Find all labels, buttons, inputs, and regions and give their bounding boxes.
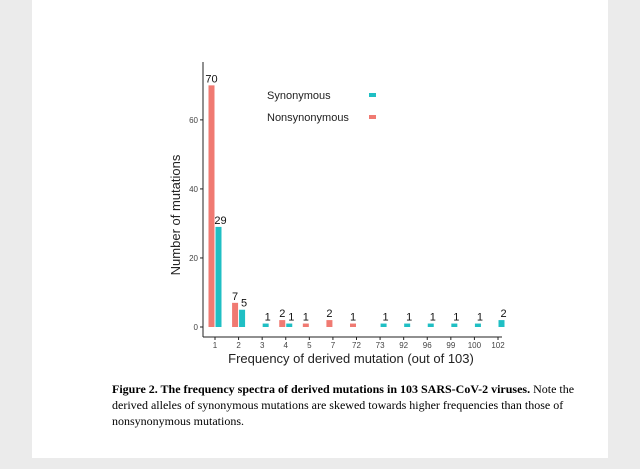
bar-synonymous: [286, 323, 293, 327]
y-tick-label: 40: [189, 185, 198, 194]
x-tick-label: 92: [399, 341, 408, 350]
bar-nonsynonymous: [208, 85, 215, 327]
bar-synonymous: [239, 309, 246, 327]
bar-synonymous: [215, 226, 222, 327]
document-page: 0 20 40 60 1 2 3 4 5 7 72 73 92 96 99 100 102 70 7 2 1 2 1 29 5…: [32, 0, 608, 469]
data-label: 70: [205, 73, 217, 85]
data-label: 1: [477, 312, 483, 324]
x-tick-label: 72: [352, 341, 361, 350]
bar-synonymous: [451, 323, 458, 327]
bar-nonsynonymous: [279, 320, 286, 327]
data-label: 2: [279, 308, 285, 320]
x-tick-label: 2: [236, 341, 241, 350]
data-label: 1: [430, 312, 436, 324]
data-label: 2: [326, 308, 332, 320]
bar-synonymous: [404, 323, 411, 327]
bar-synonymous: [474, 323, 481, 327]
caption-title: Figure 2. The frequency spectra of deriv…: [112, 382, 531, 396]
x-tick-label: 100: [468, 341, 482, 350]
x-tick-label: 7: [331, 341, 336, 350]
x-tick-label: 3: [260, 341, 265, 350]
y-axis-label: Number of mutations: [168, 154, 183, 275]
bar-nonsynonymous: [326, 320, 333, 327]
bar-synonymous: [380, 323, 387, 327]
bottom-strip: [0, 458, 640, 469]
bar-nonsynonymous: [302, 323, 309, 327]
data-label: 1: [406, 312, 412, 324]
chart-legend: Synonymous Nonsynonymous: [267, 90, 376, 124]
figure-caption: Figure 2. The frequency spectra of deriv…: [112, 381, 612, 429]
x-tick-label: 1: [213, 341, 218, 350]
data-label: 1: [265, 312, 271, 324]
data-label: 1: [383, 312, 389, 324]
y-tick-label: 60: [189, 116, 198, 125]
x-tick-label: 96: [423, 341, 432, 350]
legend-swatch: [369, 115, 376, 119]
x-axis-label: Frequency of derived mutation (out of 10…: [228, 351, 474, 366]
data-label: 1: [350, 312, 356, 324]
bar-nonsynonymous: [350, 323, 356, 327]
data-label: 1: [303, 312, 309, 324]
legend-swatch: [369, 93, 376, 97]
caption-text: Note the derived alleles of synonymous m…: [112, 382, 575, 428]
data-label: 1: [453, 312, 459, 324]
bar-synonymous: [498, 320, 505, 327]
x-tick-label: 5: [307, 341, 312, 350]
x-tick-label: 102: [491, 341, 505, 350]
x-tick-label: 73: [376, 341, 385, 350]
legend-label: Nonsynonymous: [267, 112, 349, 124]
data-label: 7: [232, 291, 238, 303]
chart-bars: [208, 85, 505, 327]
bar-nonsynonymous: [232, 302, 239, 327]
y-tick-label: 20: [189, 254, 198, 263]
data-label: 29: [214, 215, 226, 227]
x-tick-label: 4: [284, 341, 289, 350]
legend-label: Synonymous: [267, 90, 331, 102]
y-tick-label: 0: [194, 323, 199, 332]
bar-synonymous: [262, 323, 269, 327]
data-label: 2: [500, 308, 506, 320]
data-label: 1: [288, 312, 294, 324]
x-tick-label: 99: [446, 341, 455, 350]
bar-synonymous: [427, 323, 434, 327]
data-label: 5: [241, 298, 247, 310]
